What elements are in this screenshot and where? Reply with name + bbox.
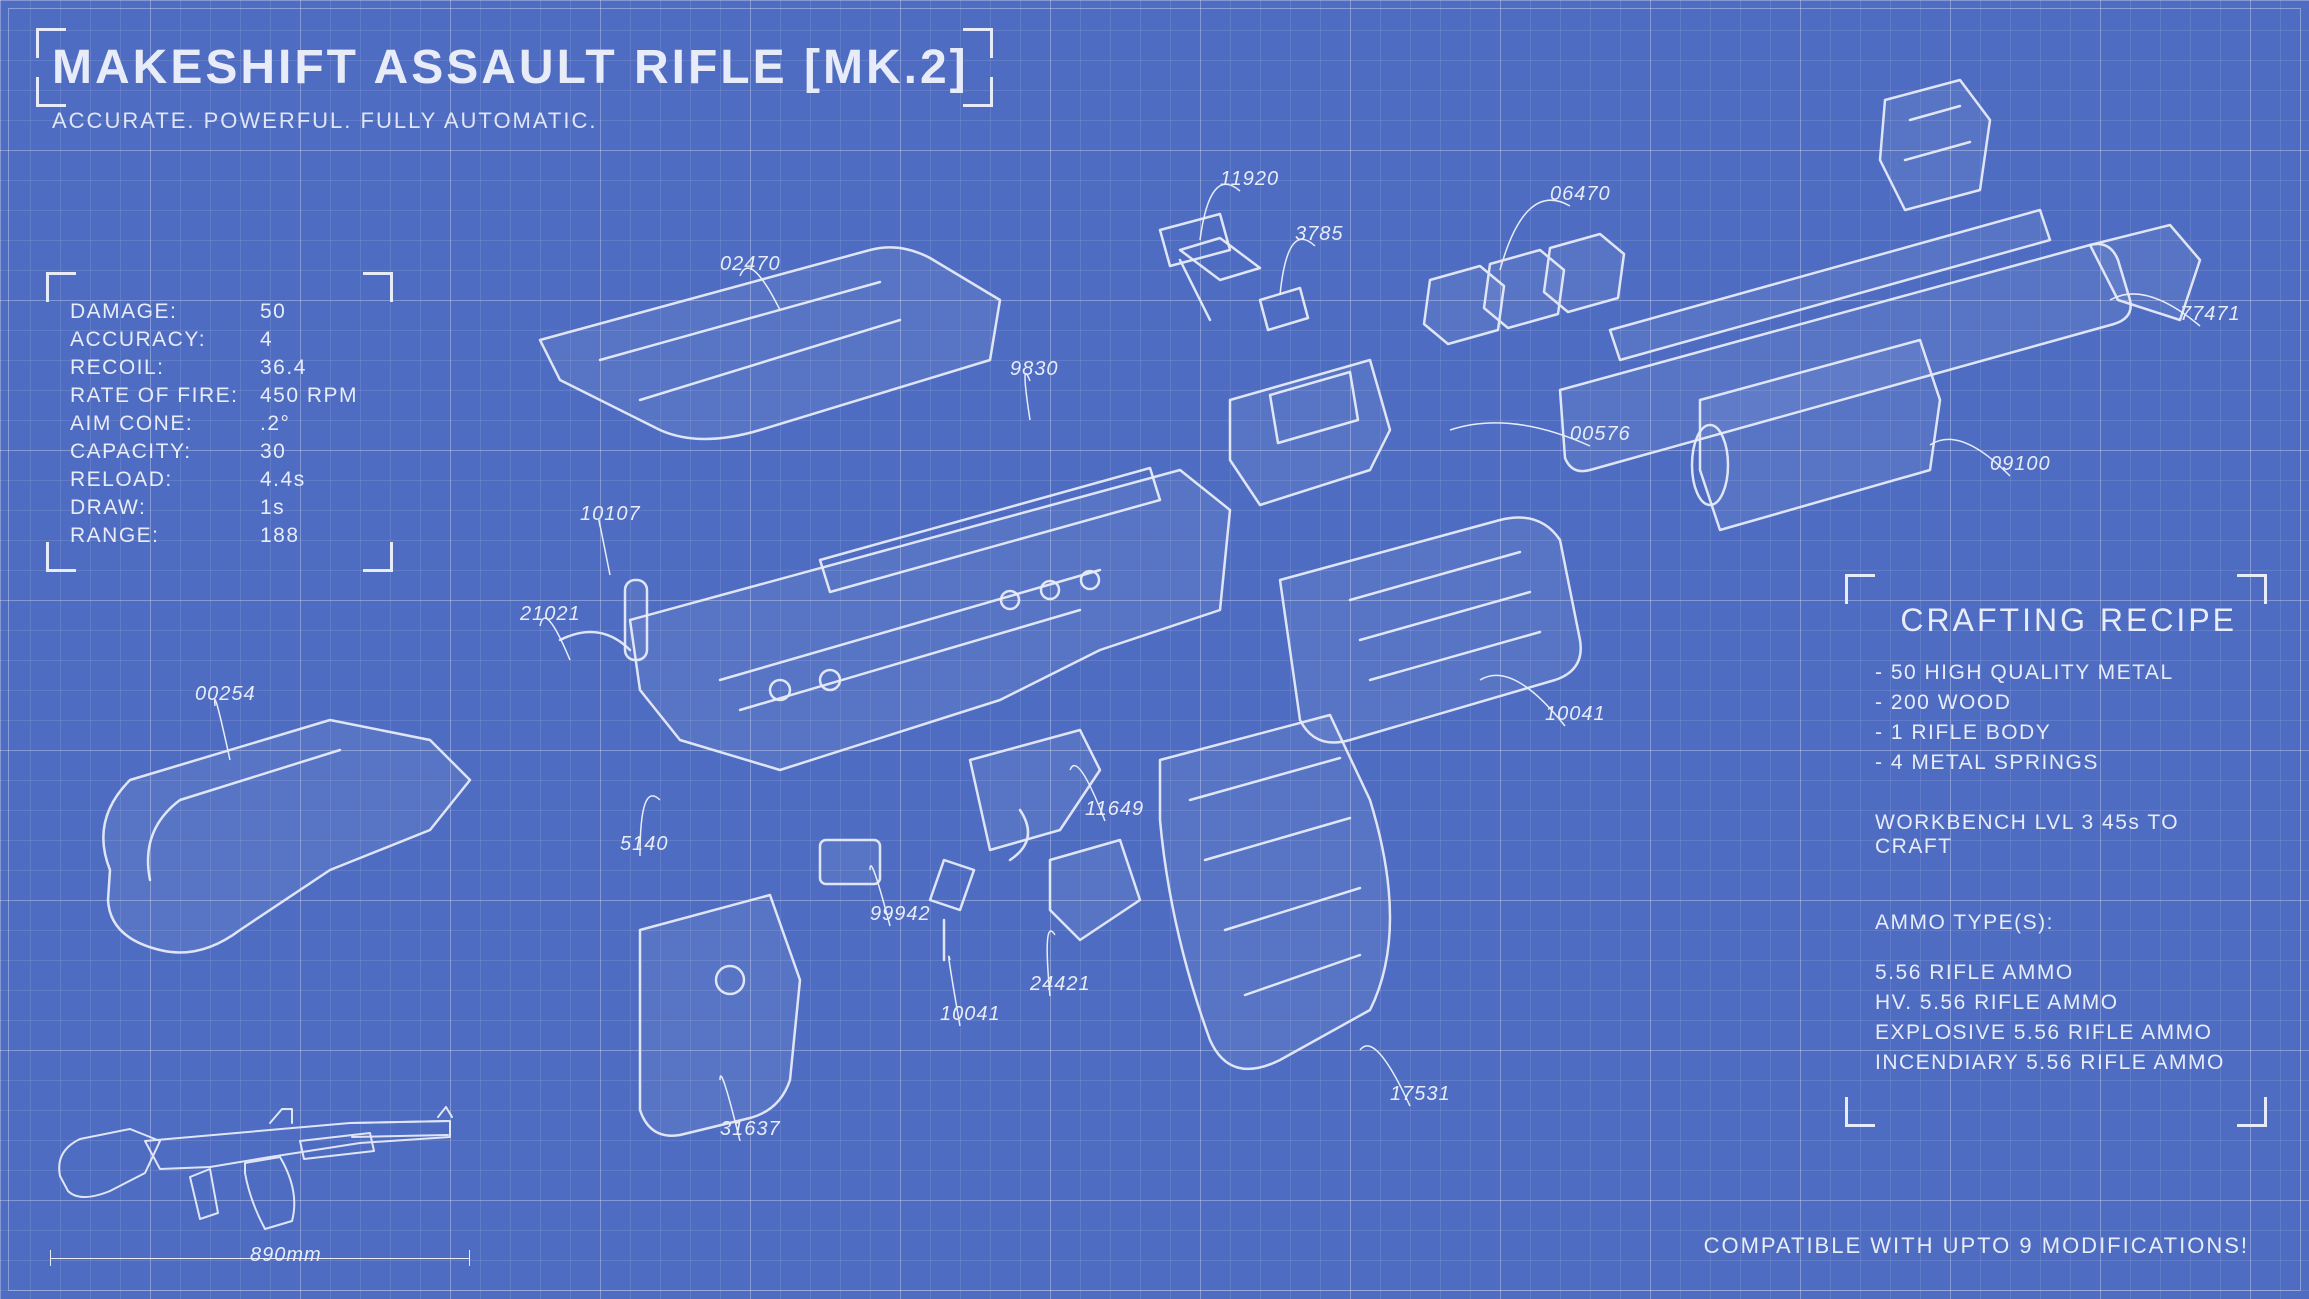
thumbnail-panel xyxy=(50,1081,470,1259)
part-label: 10041 xyxy=(940,1003,1001,1025)
part-leader xyxy=(1280,239,1315,295)
part-label: 21021 xyxy=(519,603,581,625)
part-label: 3785 xyxy=(1295,223,1344,245)
part-leader xyxy=(599,519,610,575)
part-label: 17531 xyxy=(1390,1083,1451,1105)
part-label: 11649 xyxy=(1085,798,1144,820)
scale-label: 890mm xyxy=(250,1244,322,1267)
part-label: 31637 xyxy=(720,1118,781,1140)
part-leader xyxy=(1200,184,1240,240)
part-label: 09100 xyxy=(1990,453,2051,475)
part-leader xyxy=(1025,374,1030,420)
part-label: 99942 xyxy=(870,903,931,925)
part-label: 10107 xyxy=(580,503,641,525)
part-label: 02470 xyxy=(720,253,781,275)
part-label: 11920 xyxy=(1220,168,1279,190)
part-label: 24421 xyxy=(1029,973,1091,995)
part-label: 5140 xyxy=(620,833,669,855)
part-label: 00576 xyxy=(1570,423,1631,445)
part-label: 06470 xyxy=(1550,183,1611,205)
part-label: 00254 xyxy=(195,683,256,705)
part-leader xyxy=(215,700,230,760)
part-label: 9830 xyxy=(1010,358,1059,380)
part-label: 10041 xyxy=(1545,703,1606,725)
part-label: 77471 xyxy=(2180,303,2241,325)
